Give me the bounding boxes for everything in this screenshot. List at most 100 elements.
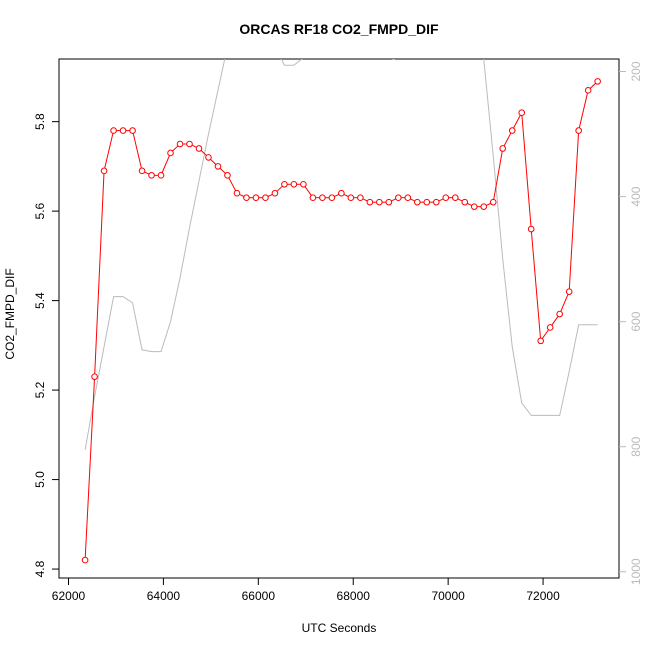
- y-tick-label: 5.4: [33, 292, 47, 309]
- y-tick-label: 4.8: [33, 560, 47, 577]
- data-point: [480, 203, 488, 210]
- data-point: [300, 180, 307, 188]
- data-point: [91, 373, 98, 380]
- primary-series-segment: [530, 231, 541, 339]
- secondary-series-line: [280, 59, 303, 66]
- y-tick-label: 5.6: [33, 202, 47, 219]
- data-point: [584, 87, 592, 94]
- primary-series-segment: [513, 114, 521, 129]
- data-point: [414, 198, 421, 206]
- primary-series-segment: [438, 198, 444, 202]
- data-point: [499, 145, 507, 152]
- primary-series-segment: [239, 193, 245, 197]
- data-point: [451, 194, 459, 201]
- data-point: [546, 324, 554, 331]
- data-point: [167, 149, 174, 157]
- data-point: [119, 127, 127, 134]
- primary-series-segment: [568, 133, 579, 289]
- data-point: [328, 194, 336, 201]
- primary-series-segment: [191, 144, 197, 148]
- primary-series-segment: [267, 193, 273, 197]
- y-axis-left: 4.8 5.0 5.2 5.4 5.6 5.8: [33, 113, 59, 577]
- data-point: [556, 310, 563, 318]
- x-tick-label: 64000: [147, 589, 181, 603]
- primary-series-segment: [144, 171, 150, 175]
- data-point: [81, 556, 89, 564]
- data-point: [518, 109, 526, 116]
- x-tick-label: 68000: [337, 589, 371, 603]
- data-point: [461, 198, 469, 206]
- primary-series-segment: [161, 155, 170, 173]
- primary-series-segment: [551, 316, 559, 326]
- primary-series-segment: [578, 92, 588, 128]
- primary-series-segment: [493, 151, 503, 200]
- data-point: [138, 167, 146, 175]
- primary-series-segment: [94, 173, 105, 374]
- primary-series-segment: [521, 115, 532, 227]
- data-point: [395, 194, 402, 201]
- y2-tick-label: 600: [629, 311, 643, 331]
- x-tick-label: 66000: [242, 589, 276, 603]
- data-point: [527, 225, 535, 233]
- primary-series-segment: [304, 186, 312, 196]
- primary-series-segment: [467, 202, 472, 206]
- data-point: [281, 180, 288, 188]
- primary-series-segment: [228, 177, 237, 191]
- data-point: [176, 140, 184, 148]
- primary-series-segment: [343, 193, 349, 197]
- primary-series-segment: [560, 294, 569, 312]
- x-tick-label: 70000: [431, 589, 465, 603]
- secondary-series-line: [84, 59, 226, 450]
- data-point: [565, 288, 573, 295]
- data-point: [338, 189, 345, 197]
- data-point: [148, 172, 155, 179]
- primary-series-segment: [210, 158, 217, 165]
- primary-series-segment: [410, 198, 415, 202]
- data-point: [423, 198, 431, 206]
- primary-series-segment: [457, 198, 463, 202]
- data-point: [233, 189, 241, 197]
- data-point: [376, 198, 383, 206]
- y-tick-label: 5.2: [33, 381, 47, 398]
- secondary-series-line: [483, 59, 598, 416]
- chart-title: ORCAS RF18 CO2_FMPD_DIF: [239, 21, 439, 37]
- data-point: [290, 180, 298, 188]
- primary-series-segment: [276, 185, 283, 192]
- data-point: [575, 127, 582, 134]
- data-point: [385, 198, 393, 206]
- primary-series-segment: [362, 198, 368, 202]
- plot-area: [81, 59, 601, 564]
- data-point: [100, 167, 108, 175]
- primary-series-segment: [503, 132, 512, 147]
- data-point: [271, 189, 279, 197]
- data-point: [243, 194, 250, 201]
- primary-series-segment: [172, 145, 179, 152]
- data-point: [537, 337, 544, 345]
- data-point: [252, 194, 260, 201]
- data-point: [594, 78, 601, 85]
- y-tick-label: 5.8: [33, 113, 47, 130]
- primary-series-segment: [200, 150, 207, 156]
- data-point: [309, 194, 317, 201]
- primary-series-segment: [219, 167, 226, 174]
- data-point: [205, 154, 212, 161]
- y-axis-label: CO2_FMPD_DIF: [3, 268, 17, 359]
- data-point: [129, 127, 136, 134]
- y2-tick-label: 1000: [629, 558, 643, 585]
- primary-series-segment: [589, 82, 596, 89]
- y-axis-right: 200 400 600 800 1000: [619, 61, 643, 585]
- y2-tick-label: 200: [629, 61, 643, 81]
- data-point: [404, 194, 412, 201]
- y2-tick-label: 800: [629, 436, 643, 456]
- data-point: [186, 140, 193, 148]
- data-point: [432, 198, 440, 206]
- primary-series-segment: [334, 193, 340, 197]
- primary-series-segment: [132, 133, 142, 169]
- data-point: [214, 163, 222, 170]
- y2-tick-label: 400: [629, 186, 643, 206]
- data-point: [157, 172, 165, 179]
- x-tick-label: 62000: [52, 589, 86, 603]
- data-point: [470, 203, 478, 210]
- plot-frame: [58, 58, 620, 579]
